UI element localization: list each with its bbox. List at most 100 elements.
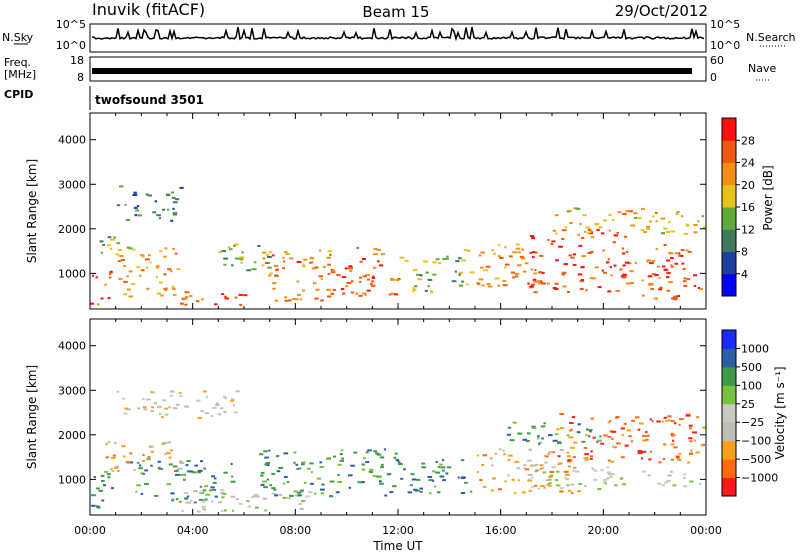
echo-cell — [486, 283, 491, 286]
echo-cell — [672, 439, 675, 442]
echo-cell — [218, 251, 223, 253]
echo-cell — [672, 484, 677, 487]
echo-cell — [185, 501, 190, 504]
echo-cell — [263, 486, 268, 489]
echo-cell — [607, 473, 612, 476]
echo-cell — [683, 232, 689, 235]
echo-cell — [427, 278, 433, 281]
echo-cell — [548, 482, 552, 485]
freq-strip-frame — [89, 56, 707, 82]
echo-cell — [538, 487, 541, 490]
echo-cell — [220, 407, 224, 410]
echo-cell — [514, 272, 520, 275]
echo-cell — [645, 438, 649, 441]
echo-cell — [637, 452, 643, 455]
echo-cell — [329, 253, 332, 256]
echo-cell — [168, 456, 172, 459]
echo-cell — [359, 276, 363, 279]
colorbar-segment — [722, 348, 736, 368]
echo-cell — [239, 303, 243, 306]
echo-cell — [153, 402, 158, 405]
echo-cell — [170, 191, 175, 194]
echo-cell — [690, 449, 693, 452]
echo-cell — [230, 495, 236, 498]
echo-cell — [651, 420, 654, 423]
echo-cell — [214, 495, 218, 498]
echo-cell — [246, 269, 252, 272]
echo-cell — [637, 428, 641, 431]
colorbar-segment — [722, 459, 736, 479]
echo-cell — [234, 257, 240, 260]
echo-cell — [685, 413, 691, 416]
echo-cell — [581, 255, 587, 258]
echo-cell — [137, 214, 143, 217]
echo-cell — [421, 466, 427, 469]
echo-cell — [260, 474, 264, 477]
echo-cell — [481, 284, 485, 287]
echo-cell — [642, 435, 647, 438]
echo-cell — [193, 501, 197, 504]
echo-cell — [115, 253, 120, 256]
echo-cell — [619, 477, 623, 480]
echo-cell — [183, 297, 188, 300]
echo-cell — [110, 238, 116, 241]
echo-cell — [451, 280, 457, 283]
echo-cell — [476, 471, 479, 474]
echo-cell — [532, 278, 537, 281]
echo-cell — [359, 260, 363, 263]
echo-cell — [590, 230, 593, 233]
echo-cell — [217, 413, 222, 416]
echo-cell — [175, 198, 180, 201]
echo-cell — [157, 466, 161, 469]
echo-cell — [138, 467, 143, 470]
echo-cell — [666, 289, 670, 292]
echo-cell — [504, 480, 507, 483]
echo-cell — [362, 275, 367, 278]
echo-cell — [529, 235, 535, 237]
echo-cell — [702, 226, 707, 229]
echo-cell — [224, 295, 227, 298]
echo-cell — [666, 272, 671, 275]
echo-cell — [640, 229, 645, 232]
echo-cell — [142, 454, 145, 456]
power-y-axis-label: Slant Range [km] — [25, 159, 39, 263]
echo-cell — [517, 479, 520, 482]
echo-cell — [98, 489, 103, 492]
echo-cell — [159, 281, 163, 284]
echo-cell — [282, 267, 285, 270]
echo-cell — [267, 266, 272, 269]
echo-cell — [150, 391, 153, 394]
echo-cell — [460, 477, 466, 479]
echo-cell — [165, 287, 168, 290]
echo-cell — [572, 469, 576, 472]
echo-cell — [670, 470, 673, 473]
echo-cell — [119, 255, 124, 257]
station-title: Inuvik (fitACF) — [92, 0, 205, 19]
echo-cell — [460, 459, 465, 462]
echo-cell — [411, 478, 417, 481]
echo-cell — [515, 247, 521, 250]
echo-cell — [175, 473, 180, 476]
echo-cell — [685, 224, 690, 227]
echo-cell — [529, 285, 534, 288]
echo-cell — [259, 453, 264, 456]
echo-cell — [634, 416, 640, 419]
echo-cell — [308, 491, 313, 494]
echo-cell — [221, 510, 224, 513]
power-heatmap-cells — [90, 185, 707, 306]
echo-cell — [289, 494, 294, 497]
echo-cell — [299, 489, 304, 492]
echo-cell — [596, 440, 599, 443]
echo-cell — [602, 249, 605, 252]
echo-cell — [184, 291, 190, 294]
echo-cell — [678, 254, 683, 257]
echo-cell — [670, 257, 674, 260]
echo-cell — [531, 476, 534, 479]
echo-cell — [126, 246, 131, 249]
echo-cell — [620, 427, 625, 430]
echo-cell — [607, 258, 610, 261]
echo-cell — [600, 442, 605, 445]
echo-cell — [543, 422, 546, 425]
echo-cell — [543, 486, 546, 489]
echo-cell — [378, 264, 384, 267]
